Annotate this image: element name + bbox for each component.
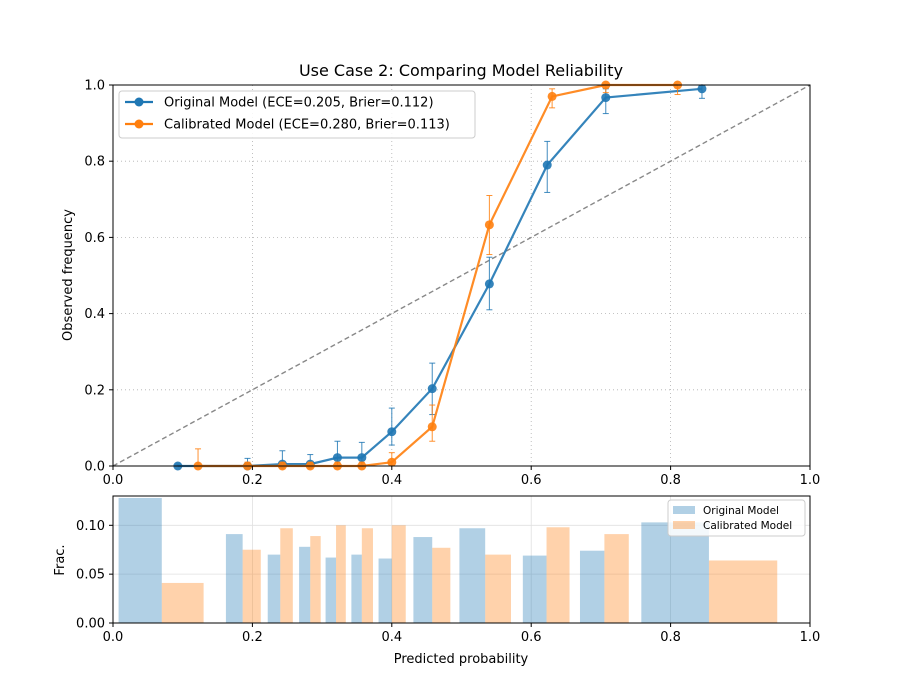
y-tick-label: 0.0 bbox=[84, 460, 105, 475]
perfect-calibration-line bbox=[112, 84, 811, 467]
histogram-bar bbox=[267, 554, 281, 623]
histogram-bar bbox=[161, 582, 204, 623]
histogram-bar bbox=[413, 537, 433, 623]
histogram-bar bbox=[242, 549, 261, 623]
reliability-plot: Use Case 2: Comparing Model Reliability … bbox=[61, 61, 820, 488]
y-tick-label: 0.6 bbox=[84, 231, 105, 246]
data-point bbox=[332, 453, 342, 463]
data-point bbox=[427, 384, 437, 394]
x-tick-label: 0.6 bbox=[521, 630, 542, 645]
y-tick-label: 0.10 bbox=[76, 519, 105, 534]
histogram-bar bbox=[351, 554, 362, 623]
legend-label: Calibrated Model bbox=[703, 520, 792, 532]
x-tick-label: 0.2 bbox=[242, 630, 263, 645]
legend-marker bbox=[134, 119, 144, 129]
legend: Original Model (ECE=0.205, Brier=0.112) C… bbox=[118, 90, 476, 139]
bars-layer bbox=[118, 497, 778, 623]
data-point bbox=[387, 427, 397, 437]
plot-frame bbox=[112, 495, 811, 624]
x-ticks: 0.0 0.2 0.4 0.6 0.8 1.0 bbox=[103, 623, 821, 645]
histogram-bar bbox=[604, 534, 629, 623]
y-ticks: 0.00 0.05 0.10 bbox=[76, 519, 113, 632]
x-tick-label: 0.4 bbox=[381, 473, 402, 488]
legend-swatch bbox=[673, 506, 695, 514]
x-tick-label: 1.0 bbox=[800, 473, 821, 488]
histogram-plot: 0.0 0.2 0.4 0.6 0.8 1.0 0.00 0.05 0.10 Predicte… bbox=[53, 495, 821, 667]
histogram-bar bbox=[708, 560, 778, 623]
histogram-bar bbox=[336, 525, 346, 623]
legend-label: Original Model (ECE=0.205, Brier=0.112) bbox=[164, 96, 434, 111]
histogram-bar bbox=[391, 525, 406, 623]
data-point bbox=[427, 422, 437, 432]
x-tick-label: 0.8 bbox=[660, 630, 681, 645]
histogram-bar bbox=[432, 547, 451, 623]
data-point bbox=[484, 220, 494, 230]
plot-frame bbox=[112, 84, 811, 467]
legend-box bbox=[667, 499, 806, 537]
x-tick-label: 0.4 bbox=[381, 630, 402, 645]
x-tick-label: 0.2 bbox=[242, 473, 263, 488]
legend: Original Model Calibrated Model bbox=[667, 499, 806, 537]
histogram-bar bbox=[118, 497, 162, 623]
histogram-bar bbox=[361, 528, 373, 623]
y-tick-label: 0.4 bbox=[84, 307, 105, 322]
x-tick-label: 0.6 bbox=[521, 473, 542, 488]
y-axis-label: Frac. bbox=[53, 544, 68, 575]
chart-title: Use Case 2: Comparing Model Reliability bbox=[299, 61, 623, 80]
series-original-model bbox=[173, 84, 707, 471]
x-tick-label: 0.0 bbox=[103, 473, 124, 488]
data-point bbox=[484, 279, 494, 289]
legend-label: Original Model bbox=[703, 505, 779, 517]
histogram-bar bbox=[325, 557, 337, 623]
y-tick-label: 1.0 bbox=[84, 79, 105, 94]
histogram-bar bbox=[641, 522, 709, 623]
y-ticks: 0.0 0.2 0.4 0.6 0.8 1.0 bbox=[84, 79, 113, 475]
bars-original-model bbox=[118, 497, 709, 623]
data-point bbox=[697, 84, 707, 94]
legend-swatch bbox=[673, 521, 695, 529]
series-calibrated-model bbox=[193, 80, 683, 471]
x-tick-label: 0.8 bbox=[660, 473, 681, 488]
histogram-bar bbox=[546, 527, 570, 623]
series-line bbox=[198, 83, 678, 468]
legend-box bbox=[118, 90, 476, 139]
histogram-bar bbox=[522, 555, 547, 623]
x-tick-label: 0.0 bbox=[103, 630, 124, 645]
data-point bbox=[387, 457, 397, 467]
data-point bbox=[601, 93, 611, 103]
y-axis-label: Observed frequency bbox=[61, 209, 76, 341]
y-tick-label: 0.8 bbox=[84, 155, 105, 170]
data-point bbox=[357, 453, 367, 463]
y-tick-label: 0.00 bbox=[76, 617, 105, 632]
x-axis-label: Predicted probability bbox=[394, 652, 529, 667]
histogram-bar bbox=[299, 546, 311, 623]
series-line bbox=[177, 87, 703, 468]
histogram-bar bbox=[310, 536, 321, 623]
histogram-bar bbox=[378, 558, 392, 623]
histogram-bar bbox=[225, 534, 243, 623]
y-tick-label: 0.2 bbox=[84, 383, 105, 398]
legend-label: Calibrated Model (ECE=0.280, Brier=0.113… bbox=[164, 118, 450, 133]
bars-calibrated-model bbox=[161, 525, 778, 623]
series-layer bbox=[173, 80, 707, 471]
histogram-bar bbox=[485, 554, 511, 623]
histogram-bar bbox=[579, 550, 605, 623]
x-tick-label: 1.0 bbox=[800, 630, 821, 645]
data-point bbox=[542, 160, 552, 170]
legend-marker bbox=[134, 97, 144, 107]
y-tick-label: 0.05 bbox=[76, 568, 105, 583]
histogram-bar bbox=[459, 528, 486, 623]
x-ticks: 0.0 0.2 0.4 0.6 0.8 1.0 bbox=[103, 466, 821, 488]
data-point bbox=[547, 91, 557, 101]
histogram-bar bbox=[280, 528, 293, 623]
